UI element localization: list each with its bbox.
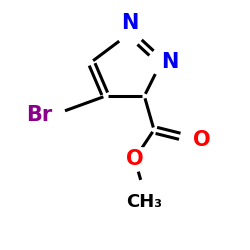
Text: N: N [161,52,178,72]
Text: N: N [121,13,138,33]
Text: O: O [193,130,210,150]
Text: O: O [126,149,144,169]
Text: CH₃: CH₃ [126,193,162,211]
Text: Br: Br [26,105,52,125]
